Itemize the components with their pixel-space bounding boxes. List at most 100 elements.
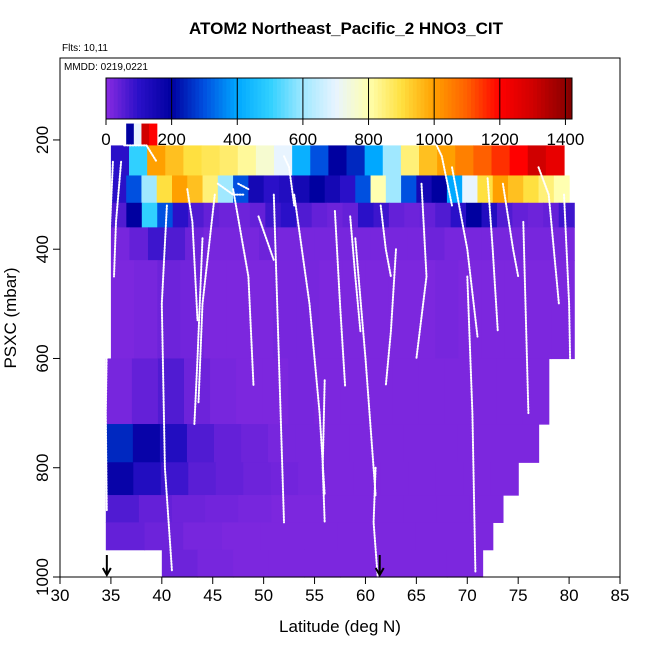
colorbar-segment bbox=[323, 78, 328, 119]
colorbar-segment bbox=[412, 78, 418, 119]
colorbar-segment bbox=[513, 78, 519, 119]
colorbar-segment bbox=[537, 78, 542, 119]
heatmap-cell bbox=[545, 145, 565, 177]
heatmap-cell bbox=[141, 202, 158, 228]
colorbar-segment bbox=[490, 78, 495, 119]
heatmap-cell bbox=[380, 462, 409, 496]
heatmap-cell bbox=[311, 202, 328, 228]
heatmap-cell bbox=[430, 424, 459, 463]
flight-track bbox=[257, 215, 275, 262]
colorbar-segment bbox=[408, 78, 414, 119]
colorbar-segment bbox=[234, 78, 239, 119]
colorbar-segment bbox=[463, 78, 468, 119]
colorbar-segment bbox=[478, 78, 484, 119]
heatmap-cell bbox=[388, 227, 408, 261]
colorbar-segment bbox=[424, 78, 429, 119]
colorbar-segment bbox=[319, 78, 324, 119]
heatmap-cell bbox=[265, 202, 282, 228]
colorbar-segment bbox=[525, 78, 530, 119]
heatmap-cell bbox=[255, 145, 275, 177]
heatmap-cell bbox=[403, 424, 431, 463]
heatmap-cell bbox=[455, 145, 474, 177]
heatmap-cell bbox=[147, 227, 168, 261]
heatmap-cell bbox=[249, 202, 266, 228]
plot-frame bbox=[59, 57, 621, 578]
heatmap-cell bbox=[205, 495, 239, 523]
x-tick-label: 60 bbox=[356, 586, 375, 605]
heatmap-cell bbox=[388, 260, 413, 360]
heatmap-cell bbox=[110, 145, 130, 177]
heatmap-cell bbox=[233, 175, 249, 204]
heatmap-cell bbox=[129, 227, 149, 261]
heatmap-cell bbox=[419, 145, 438, 177]
heatmap-cell bbox=[298, 462, 327, 496]
heatmap-cell bbox=[404, 202, 421, 228]
heatmap-cell bbox=[342, 260, 367, 360]
heatmap-cell bbox=[551, 260, 575, 360]
heatmap-cell bbox=[295, 424, 323, 463]
heatmap-cell bbox=[105, 462, 134, 496]
heatmap-cell bbox=[340, 549, 377, 578]
heatmap-cell bbox=[470, 358, 498, 425]
colorbar-segment bbox=[125, 78, 130, 119]
colorbar-segment bbox=[467, 78, 472, 119]
heatmap-cell bbox=[133, 462, 162, 496]
colorbar-segment bbox=[502, 78, 507, 119]
heatmap-cell bbox=[527, 145, 547, 177]
y-tick-label: 600 bbox=[33, 344, 52, 372]
colorbar-segment bbox=[393, 78, 398, 119]
colorbar-segment bbox=[218, 78, 223, 119]
heatmap-cell bbox=[407, 227, 427, 261]
heatmap-cell bbox=[400, 145, 420, 177]
colorbar-segment bbox=[133, 78, 138, 119]
colorbar-segment bbox=[401, 78, 406, 119]
colorbar-segment bbox=[117, 78, 123, 119]
colorbar-tick-label: 1400 bbox=[547, 130, 585, 149]
flight-track bbox=[415, 182, 428, 360]
colorbar-segment bbox=[315, 78, 321, 119]
x-tick-label: 80 bbox=[560, 586, 579, 605]
heatmap-cell bbox=[186, 424, 215, 463]
x-tick-label: 85 bbox=[611, 586, 630, 605]
flight-track bbox=[283, 155, 296, 207]
colorbar-segment bbox=[179, 78, 185, 119]
heatmap-cell bbox=[340, 175, 356, 204]
heatmap-cell bbox=[446, 549, 484, 578]
colorbar-segment bbox=[292, 78, 297, 119]
colorbar-tick-label: 800 bbox=[354, 130, 382, 149]
colorbar-segment bbox=[544, 78, 550, 119]
colorbar-segment bbox=[389, 78, 394, 119]
heatmap-cell bbox=[370, 175, 387, 204]
colorbar-segment bbox=[373, 78, 379, 119]
heatmap-cell bbox=[491, 145, 511, 177]
colorbar-segment bbox=[137, 78, 142, 119]
colorbar-segment bbox=[296, 78, 301, 119]
colorbar-segment bbox=[272, 78, 278, 119]
heatmap-cell bbox=[351, 227, 371, 261]
heatmap-cell bbox=[263, 175, 280, 204]
heatmap-cell bbox=[131, 358, 159, 425]
heatmap-cell bbox=[477, 175, 494, 204]
heatmap-cell bbox=[183, 522, 223, 551]
colorbar-segment bbox=[164, 78, 169, 119]
heatmap-cell bbox=[435, 462, 464, 496]
heatmap-cell bbox=[296, 202, 313, 228]
colorbar: 0 200 400 600 800 1000 1200 1400 bbox=[101, 77, 585, 149]
heatmap-cell bbox=[226, 260, 251, 360]
colorbar-segment bbox=[540, 78, 546, 119]
heatmap-cell bbox=[508, 175, 524, 204]
heatmap-cell bbox=[172, 202, 189, 228]
x-tick-label: 40 bbox=[152, 586, 171, 605]
flight-track bbox=[435, 144, 453, 207]
colorbar-segment bbox=[113, 78, 119, 119]
heatmap-cell bbox=[292, 145, 311, 177]
colorbar-segment bbox=[486, 78, 491, 119]
heatmap-cell bbox=[527, 260, 552, 360]
colorbar-segment bbox=[210, 78, 216, 119]
flights-note: Flts: 10,11 bbox=[62, 43, 108, 54]
colorbar-segment bbox=[451, 78, 456, 119]
colorbar-segment bbox=[276, 78, 282, 119]
heatmap-cell bbox=[188, 462, 217, 496]
